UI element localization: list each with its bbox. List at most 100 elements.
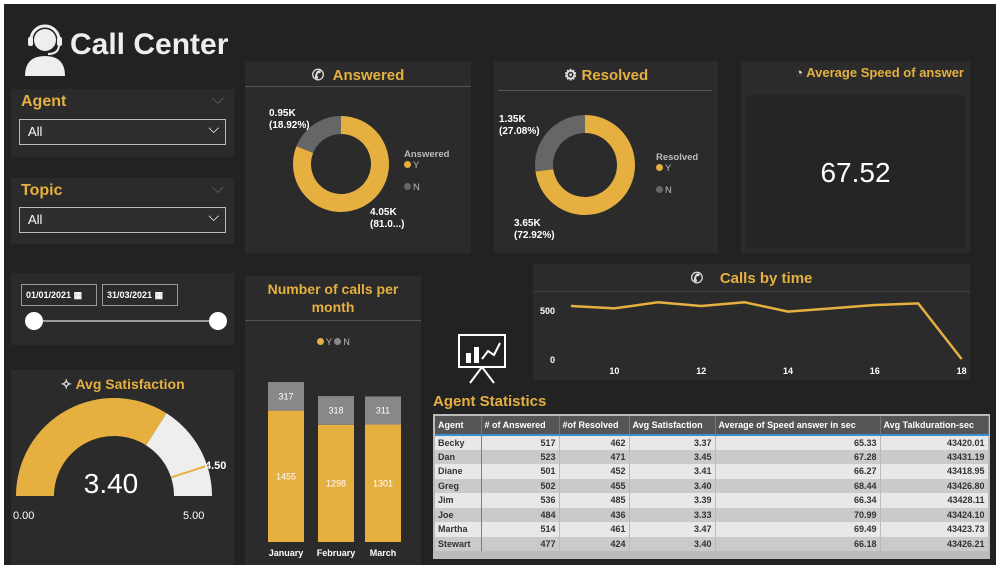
x-tick-label: January (269, 548, 304, 558)
agent-label: Agent (21, 93, 67, 110)
table-cell: Jim (435, 493, 482, 508)
satisfaction-icon: ✧ (60, 376, 73, 392)
bar-chart-title: Number of calls per month (267, 281, 399, 315)
column-header[interactable]: Average of Speed answer in sec (715, 416, 881, 436)
gauge-max: 5.00 (183, 510, 205, 522)
x-tick-label: March (370, 548, 397, 558)
end-handle[interactable] (209, 312, 227, 330)
speed-title: Average Speed of answer (806, 65, 964, 80)
table-cell: 43431.19 (880, 449, 989, 464)
table-cell: 43426.80 (880, 478, 989, 493)
table-cell: 436 (559, 507, 630, 522)
table-cell: 471 (559, 449, 630, 464)
line-chart-title: Calls by time (719, 270, 813, 287)
column-header[interactable]: Avg Talkduration-sec (880, 416, 989, 436)
table-row[interactable]: Martha 514 461 3.47 69.49 43423.73 (435, 522, 989, 537)
resolved-n-pct: (27.08%) (499, 126, 540, 137)
gauge-fill (16, 398, 167, 496)
x-tick-label: February (317, 548, 356, 558)
resolved-y-pct: (72.92%) (514, 230, 555, 241)
start-date-input[interactable]: 01/01/2021 ▦ (21, 284, 97, 306)
donut-slice-n (535, 115, 585, 172)
table-cell: Martha (435, 522, 482, 537)
table-cell: 66.34 (715, 493, 881, 508)
answered-y-pct: (81.0...) (370, 219, 405, 230)
table-cell: 43426.21 (880, 536, 989, 551)
table-cell: 43428.11 (880, 493, 989, 508)
x-tick-label: 18 (957, 366, 967, 376)
table-cell: Joe (435, 507, 482, 522)
y-tick-label: 500 (540, 306, 555, 316)
agent-dropdown[interactable]: All ⌵ (19, 119, 226, 145)
satisfaction-value: 3.40 (83, 468, 139, 499)
table-row[interactable]: Greg 502 455 3.40 68.44 43426.80 (435, 478, 989, 493)
chevron-down-icon: ⌵ (208, 208, 219, 224)
table-row[interactable]: Diane 501 452 3.41 66.27 43418.95 (435, 464, 989, 479)
topic-dropdown[interactable]: All ⌵ (19, 207, 226, 233)
table-cell: 43424.10 (880, 507, 989, 522)
table-cell: 462 (559, 435, 630, 450)
table-cell: 69.49 (715, 522, 881, 537)
donut-slice-n (296, 116, 341, 153)
x-tick-label: 12 (696, 366, 706, 376)
table-cell: 67.28 (715, 449, 881, 464)
chevron-down-icon: ⌵ (208, 120, 219, 136)
page-title: Call Center (70, 28, 229, 61)
column-header[interactable]: #of Resolved (559, 416, 630, 436)
bar-data-label: 1301 (373, 478, 393, 488)
table-cell: 502 (481, 478, 560, 493)
table-row[interactable]: Jim 536 485 3.39 66.34 43428.11 (435, 493, 989, 508)
satisfaction-gauge (16, 398, 212, 496)
column-header[interactable]: Agent (435, 416, 482, 436)
table-cell: 3.39 (629, 493, 716, 508)
table-cell: 70.99 (715, 507, 881, 522)
table-cell: 3.41 (629, 464, 716, 479)
table-cell: 501 (481, 464, 560, 479)
x-tick-label: 10 (609, 366, 619, 376)
bar-data-label: 1455 (276, 471, 296, 481)
answered-panel: ✆ Answered 0.95K (18.92%) 4.05K (81.0...) … (245, 61, 471, 253)
table-cell: 536 (481, 493, 560, 508)
start-handle[interactable] (25, 312, 43, 330)
bar-data-label: 311 (376, 405, 390, 415)
collapse-icon[interactable]: ⌵ (211, 91, 224, 108)
column-header[interactable]: # of Answered (481, 416, 560, 436)
resolved-n-label: 1.35K (499, 114, 526, 125)
bar-chart: 1455 317 January 1298 318 February 1301 311 Marc… (268, 382, 401, 558)
x-tick-label: 16 (870, 366, 880, 376)
agent-value: All (28, 124, 43, 139)
x-tick-label: 14 (783, 366, 793, 376)
calls-per-month-panel: Number of calls per month Y N 1455 317 Jan… (245, 276, 421, 565)
donut-slice-y (535, 115, 635, 215)
table-cell: 484 (481, 507, 560, 522)
table-cell: 461 (559, 522, 630, 537)
table-title: Agent Statistics (433, 393, 547, 410)
calendar-icon: ▦ (154, 290, 164, 300)
dashboard-canvas: Call Center Agent ⌵ All ⌵ Topic ⌵ All ⌵ 01… (4, 4, 996, 565)
table-row[interactable]: Dan 523 471 3.45 67.28 43431.19 (435, 449, 989, 464)
table-cell: 424 (559, 536, 630, 551)
table-cell: 66.18 (715, 536, 881, 551)
end-date-input[interactable]: 31/03/2021 ▦ (102, 284, 178, 306)
calls-by-time-panel: ✆ Calls by time 10 12 14 16 18 0 500 (533, 264, 970, 380)
agent-slicer: Agent ⌵ All ⌵ (11, 89, 234, 157)
calls-line (570, 301, 963, 360)
table-cell: 517 (481, 435, 560, 450)
collapse-icon[interactable]: ⌵ (211, 180, 224, 197)
table-row[interactable]: Joe 484 436 3.33 70.99 43424.10 (435, 507, 989, 522)
table-cell: 3.33 (629, 507, 716, 522)
column-header[interactable]: Avg Satisfaction (629, 416, 716, 436)
table-cell: Diane (435, 464, 482, 479)
table-row[interactable]: Stewart 477 424 3.40 66.18 43426.21 (435, 536, 989, 551)
satisfaction-title: Avg Satisfaction (75, 376, 185, 392)
table-cell: 477 (481, 536, 560, 551)
date-slicer: 01/01/2021 ▦ 31/03/2021 ▦ (11, 273, 234, 345)
bar-n (365, 396, 401, 425)
gauge-min: 0.00 (13, 510, 35, 522)
resolved-legend: Resolved Y N (656, 152, 699, 196)
table-row[interactable]: Becky 517 462 3.37 65.33 43420.01 (435, 435, 989, 450)
table-cell: 68.44 (715, 478, 881, 493)
bar-n (268, 382, 304, 411)
headset-agent-icon (25, 24, 65, 76)
speedometer-icon: ◔ (795, 65, 804, 80)
